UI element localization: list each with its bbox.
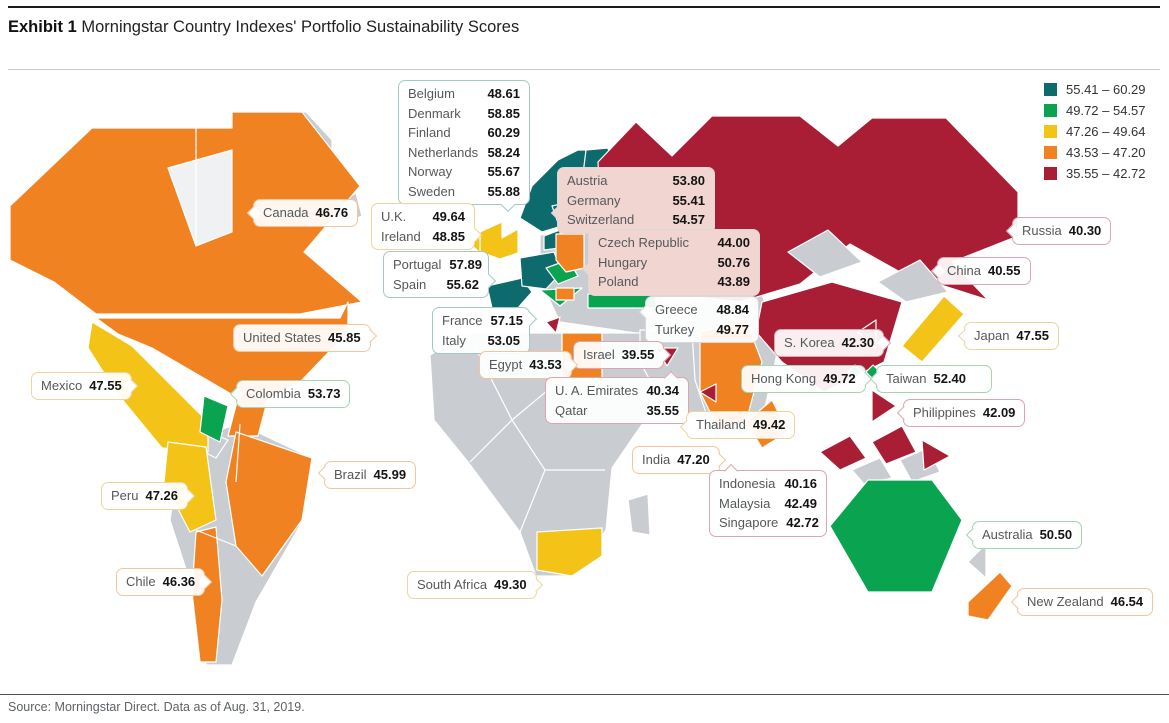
map-iberia bbox=[486, 277, 533, 311]
legend-item-3: 43.53 – 47.20 bbox=[1044, 142, 1146, 163]
legend-range-label: 35.55 – 42.72 bbox=[1066, 166, 1146, 181]
map-brazil bbox=[225, 431, 313, 577]
map-uk bbox=[479, 221, 519, 260]
map-australia-east-island bbox=[967, 543, 987, 579]
orange-swatch bbox=[1044, 146, 1057, 159]
top-rule bbox=[8, 6, 1160, 8]
map-peru bbox=[163, 441, 217, 533]
map-facet-lines bbox=[195, 128, 605, 547]
map-france bbox=[519, 251, 563, 290]
title-divider bbox=[8, 69, 1160, 70]
map-turkey-block bbox=[555, 287, 575, 301]
teal-swatch bbox=[1044, 83, 1057, 96]
source-note: Source: Morningstar Direct. Data as of A… bbox=[8, 700, 305, 714]
legend-range-label: 55.41 – 60.29 bbox=[1066, 82, 1146, 97]
exhibit-header: Exhibit 1 Morningstar Country Indexes' P… bbox=[8, 18, 519, 37]
footer-divider bbox=[0, 694, 1169, 695]
yellow-swatch bbox=[1044, 125, 1057, 138]
legend: 55.41 – 60.29 49.72 – 54.57 47.26 – 49.64 4… bbox=[1044, 79, 1146, 184]
legend-item-2: 47.26 – 49.64 bbox=[1044, 121, 1146, 142]
map-madagascar bbox=[627, 493, 651, 536]
map-uae-qatar bbox=[699, 383, 717, 403]
map-levant-sliver bbox=[545, 316, 561, 334]
map-russia-inner-gray-2 bbox=[877, 259, 949, 303]
map-philippines bbox=[871, 389, 897, 423]
green-swatch bbox=[1044, 104, 1057, 117]
red-swatch bbox=[1044, 167, 1057, 180]
map-ireland bbox=[467, 232, 481, 254]
map-new-zealand bbox=[967, 571, 1013, 621]
page-title: Morningstar Country Indexes' Portfolio S… bbox=[81, 18, 520, 36]
map-russia-inner-gray-1 bbox=[787, 229, 863, 278]
map-russia bbox=[597, 115, 1019, 303]
map-colombia bbox=[199, 395, 229, 443]
map-china bbox=[755, 281, 903, 393]
map-japan bbox=[901, 295, 965, 363]
legend-item-4: 35.55 – 42.72 bbox=[1044, 163, 1146, 184]
map-poland-czech bbox=[555, 233, 585, 273]
legend-item-0: 55.41 – 60.29 bbox=[1044, 79, 1146, 100]
legend-item-1: 49.72 – 54.57 bbox=[1044, 100, 1146, 121]
map-australia bbox=[829, 479, 963, 593]
map-indonesia-2 bbox=[871, 425, 917, 465]
map-chile bbox=[191, 526, 223, 663]
map-indonesia-1 bbox=[819, 435, 867, 471]
map-se-asia-gray bbox=[851, 457, 893, 485]
exhibit-number: Exhibit 1 bbox=[8, 18, 77, 36]
map-south-africa bbox=[536, 527, 603, 577]
map-egypt bbox=[561, 332, 603, 379]
legend-range-label: 43.53 – 47.20 bbox=[1066, 145, 1146, 160]
map-greece-bar bbox=[587, 293, 657, 309]
legend-range-label: 49.72 – 54.57 bbox=[1066, 103, 1146, 118]
map-hudson-bay bbox=[167, 149, 233, 247]
map-indonesia-3 bbox=[921, 439, 951, 471]
map-germany bbox=[551, 199, 585, 235]
legend-range-label: 47.26 – 49.64 bbox=[1066, 124, 1146, 139]
